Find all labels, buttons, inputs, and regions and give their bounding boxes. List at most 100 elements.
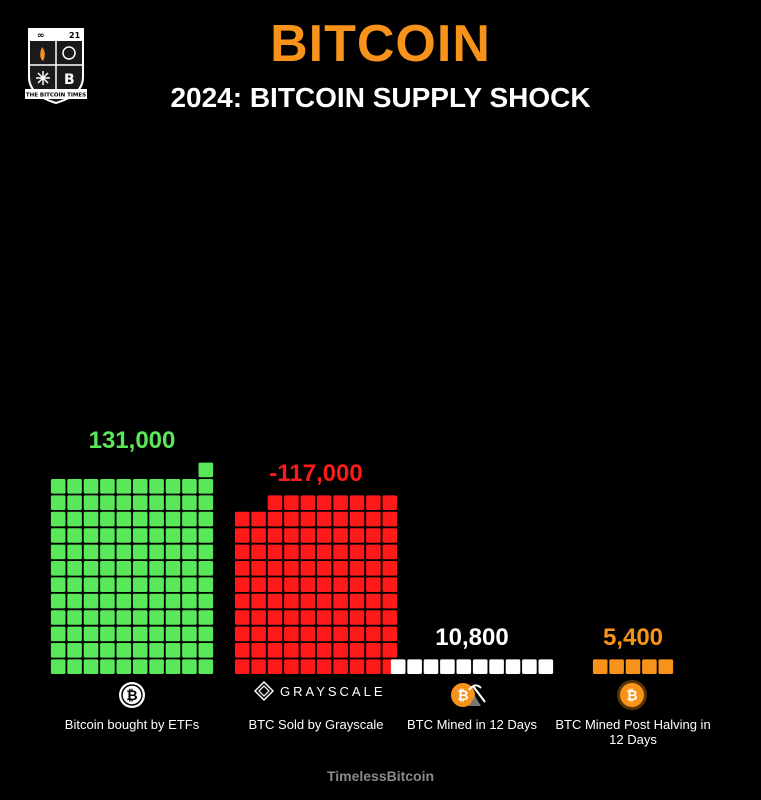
bar-square: [182, 626, 197, 642]
bar-square: [333, 643, 348, 658]
bar-square: [100, 479, 115, 494]
bar-square: [609, 659, 624, 674]
bar-square: [366, 544, 381, 560]
bar-square: [198, 577, 214, 592]
bar-square: [251, 643, 266, 658]
bar-square: [100, 511, 115, 527]
bar-square: [182, 528, 197, 543]
category-label-3: BTC Mined in 12 Days: [406, 717, 538, 732]
bar-square: [198, 511, 214, 527]
bar-square: [132, 626, 148, 642]
bar-square: [182, 610, 197, 625]
bar-square: [538, 659, 554, 674]
footer-credit: TimelessBitcoin: [326, 768, 435, 784]
bar-square: [100, 626, 115, 642]
bar-square: [165, 495, 181, 510]
bitcoin-coin-icon: ₿: [119, 682, 145, 708]
bar-square: [198, 561, 214, 576]
bar-square: [67, 495, 82, 510]
bar-square: [267, 626, 283, 642]
bar-square: [316, 643, 332, 658]
bar-square: [267, 561, 283, 576]
bitcoin-times-logo: ∞ 21 B THE BITCOIN TIMES: [25, 28, 87, 105]
bar-square: [149, 544, 164, 560]
bar-square: [300, 626, 316, 642]
grayscale-text: GRAYSCALE: [280, 683, 386, 699]
bar-square: [50, 511, 66, 527]
bar-square: [251, 610, 266, 625]
svg-text:₿: ₿: [457, 688, 468, 704]
bar-square: [67, 511, 82, 527]
bar-square: [67, 544, 82, 560]
bar-square: [198, 462, 214, 478]
bar-square: [198, 495, 214, 510]
bar-square: [316, 495, 332, 510]
bar-square: [234, 577, 250, 592]
bar-square: [316, 511, 332, 527]
bar-square: [267, 511, 283, 527]
bar-square: [349, 511, 365, 527]
bar-square: [165, 659, 181, 674]
bar-square: [267, 659, 283, 674]
bar-square: [50, 495, 66, 510]
bar-square: [440, 659, 455, 674]
bar-square: [251, 577, 266, 592]
bar-square: [100, 577, 115, 592]
logo-21: 21: [69, 31, 81, 40]
bar-square: [251, 511, 266, 527]
bar-square: [300, 528, 316, 543]
bar-square: [165, 561, 181, 576]
bar-square: [316, 544, 332, 560]
bar-4: [592, 659, 674, 674]
bar-square: [349, 643, 365, 658]
bar-square: [116, 511, 132, 527]
bar-square: [116, 495, 132, 510]
bar-square: [100, 528, 115, 543]
bar-square: [284, 544, 299, 560]
category-label-2: BTC Sold by Grayscale: [248, 717, 384, 732]
bar-square: [658, 659, 674, 674]
bar-square: [333, 626, 348, 642]
bar-square: [50, 577, 66, 592]
bar-square: [165, 577, 181, 592]
bar-square: [182, 643, 197, 658]
bar-square: [132, 561, 148, 576]
bar-square: [116, 528, 132, 543]
bar-square: [349, 495, 365, 510]
svg-text:₿: ₿: [626, 688, 637, 704]
bar-square: [349, 544, 365, 560]
bar-square: [366, 659, 381, 674]
bar-square: [100, 593, 115, 609]
bar-square: [316, 593, 332, 609]
bar-square: [165, 593, 181, 609]
bar-square: [300, 659, 316, 674]
category-label-4: BTC Mined Post Halving in 12 Days: [555, 717, 711, 747]
bar-square: [333, 577, 348, 592]
bar-square: [83, 659, 99, 674]
bar-square: [284, 610, 299, 625]
bar-square: [67, 561, 82, 576]
bar-square: [50, 643, 66, 658]
bar-square: [284, 643, 299, 658]
bar-square: [505, 659, 521, 674]
bar-square: [116, 593, 132, 609]
bar-square: [67, 610, 82, 625]
bar-square: [132, 479, 148, 494]
bar-square: [382, 643, 398, 658]
data-label-4: 5,400: [602, 623, 664, 651]
bar-square: [284, 593, 299, 609]
bar-square: [267, 577, 283, 592]
bar-square: [50, 479, 66, 494]
svg-text:₿: ₿: [126, 688, 137, 704]
bar-square: [149, 577, 164, 592]
bar-square: [382, 495, 398, 510]
bar-square: [132, 610, 148, 625]
bar-square: [116, 643, 132, 658]
bar-square: [198, 528, 214, 543]
bar-square: [132, 544, 148, 560]
bar-square: [366, 561, 381, 576]
bar-square: [83, 544, 99, 560]
bar-square: [382, 610, 398, 625]
bar-square: [382, 593, 398, 609]
bar-2: [234, 495, 398, 674]
